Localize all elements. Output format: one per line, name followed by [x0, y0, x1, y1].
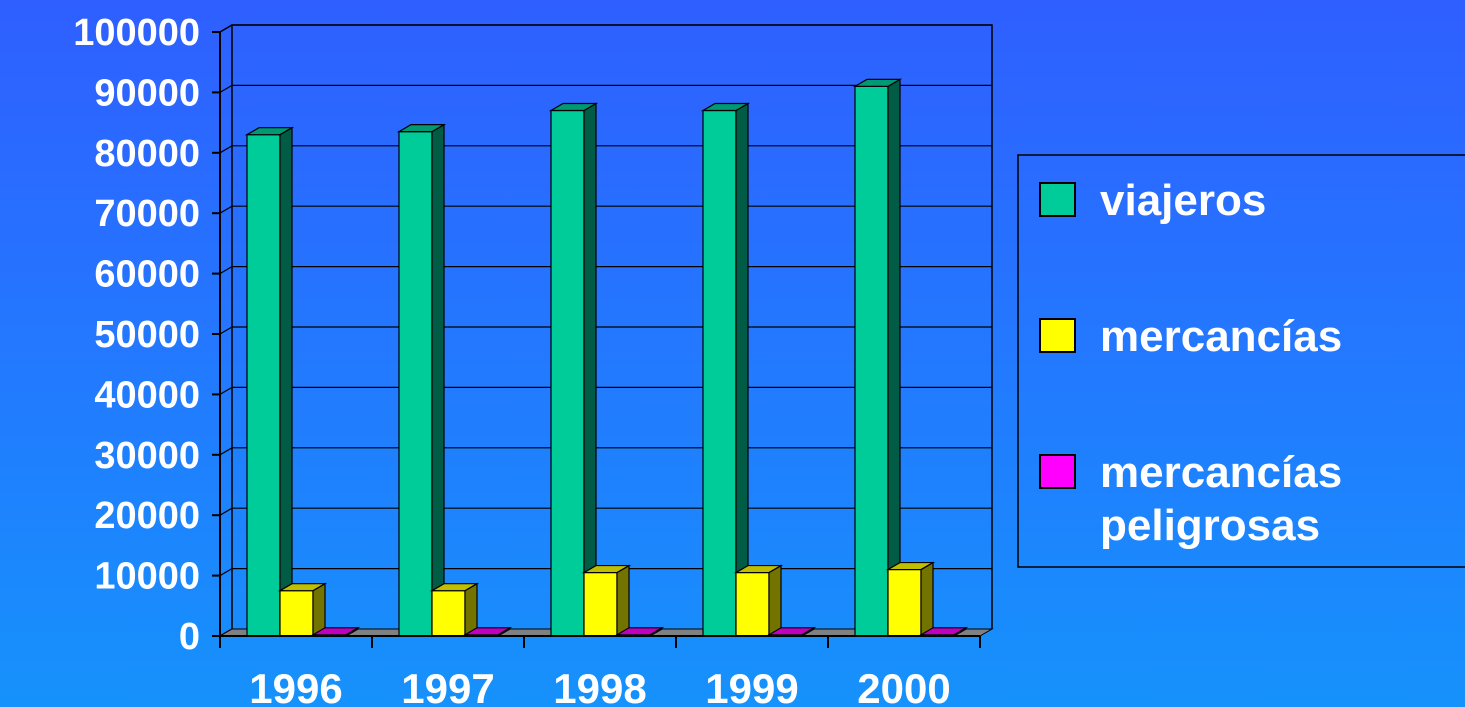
legend-label: mercancías	[1100, 312, 1342, 361]
legend-label: mercancías	[1100, 448, 1342, 497]
bar-mercancas-1999	[733, 564, 784, 638]
bar-mercancas-1998	[581, 564, 632, 638]
bar-viajeros-1996	[244, 126, 295, 638]
legend-entry: viajeros	[1039, 176, 1266, 225]
legend-label: peligrosas	[1100, 501, 1320, 550]
x-tick-label: 1997	[401, 665, 494, 707]
bar-mercancas-2000	[885, 561, 936, 638]
legend-box	[1017, 154, 1465, 568]
gridline	[219, 24, 992, 33]
y-tick-label: 10000	[94, 556, 200, 598]
x-tick-label: 1996	[249, 665, 342, 707]
y-tick-label: 50000	[94, 314, 200, 356]
y-tick-label: 80000	[94, 133, 200, 175]
legend-swatch	[1039, 454, 1076, 489]
y-tick-label: 30000	[94, 435, 200, 477]
x-tick-label: 1999	[705, 665, 798, 707]
y-tick-label: 90000	[94, 72, 200, 114]
y-tick-label: 20000	[94, 495, 200, 537]
x-tick-label: 1998	[553, 665, 646, 707]
x-tick-label: 2000	[857, 665, 950, 707]
y-tick-label: 100000	[73, 12, 200, 54]
bar-viajeros-1999	[700, 102, 751, 638]
y-axis-ticks: 0 10000 20000 30000 40000 50000 60000 70000 8000…	[73, 12, 220, 658]
legend-swatch	[1039, 318, 1076, 353]
y-tick-label: 70000	[94, 193, 200, 235]
y-tick-label: 40000	[94, 374, 200, 416]
bar-viajeros-1997	[396, 123, 447, 638]
bar-viajeros-2000	[852, 78, 903, 638]
bars	[244, 78, 969, 638]
legend-label: viajeros	[1100, 176, 1266, 225]
bar-mercancas-1997	[429, 582, 480, 638]
gridline	[219, 84, 992, 93]
legend-swatch	[1039, 182, 1076, 217]
x-axis-ticks: 1996 1997 1998 1999 2000	[219, 636, 981, 707]
bar-mercancas-1996	[277, 582, 328, 638]
legend-entry: mercancías	[1039, 312, 1342, 361]
y-tick-label: 0	[179, 616, 200, 658]
y-tick-label: 60000	[94, 254, 200, 296]
bar-viajeros-1998	[548, 102, 599, 638]
